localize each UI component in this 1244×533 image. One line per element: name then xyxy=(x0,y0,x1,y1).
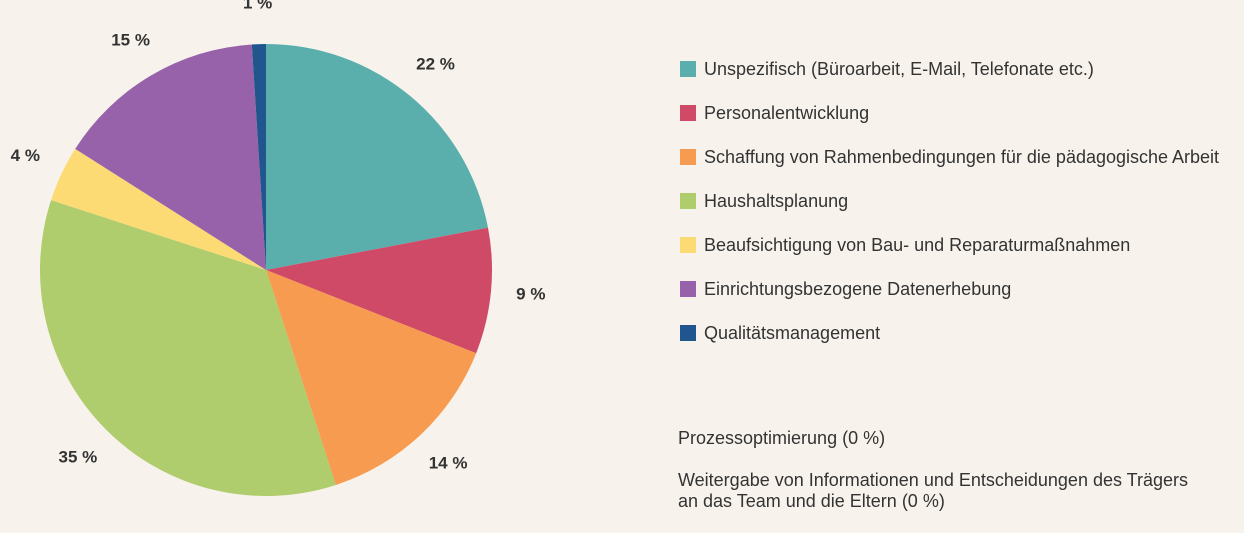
legend-swatch xyxy=(680,61,696,77)
slice-label: 22 % xyxy=(416,55,455,74)
legend-item: Schaffung von Rahmenbedingungen für die … xyxy=(680,146,1230,168)
legend-item: Haushaltsplanung xyxy=(680,190,1230,212)
legend-item: Unspezifisch (Büroarbeit, E-Mail, Telefo… xyxy=(680,58,1230,80)
legend-label: Qualitätsmanagement xyxy=(704,323,881,343)
pie-slice xyxy=(266,44,488,270)
legend-item: Personalentwicklung xyxy=(680,102,1230,124)
legend-label: Beaufsichtigung von Bau- und Reparaturma… xyxy=(704,235,1131,255)
slice-label: 9 % xyxy=(516,285,545,304)
pie-slice xyxy=(51,148,267,270)
pie-slice xyxy=(75,44,267,271)
legend-swatch xyxy=(680,149,696,165)
note: Prozessoptimierung (0 %) xyxy=(678,428,886,448)
slice-label: 15 % xyxy=(111,31,150,50)
legend-swatch xyxy=(680,237,696,253)
legend-swatch xyxy=(680,325,696,341)
legend-swatch xyxy=(680,105,696,121)
legend-label: Schaffung von Rahmenbedingungen für die … xyxy=(704,147,1220,167)
legend-label: Personalentwicklung xyxy=(704,103,870,123)
legend-label: Einrichtungsbezogene Datenerhebung xyxy=(704,279,1012,299)
legend: Unspezifisch (Büroarbeit, E-Mail, Telefo… xyxy=(680,58,1230,366)
legend-swatch xyxy=(680,193,696,209)
pie-slice xyxy=(266,227,493,354)
pie-chart: 22 % 9 % 14 % 35 % 4 % 15 % 1 % xyxy=(11,0,545,496)
pie-slice xyxy=(251,44,266,270)
slice-label: 1 % xyxy=(243,0,272,13)
legend-item: Qualitätsmanagement xyxy=(680,322,1230,344)
legend-label: Unspezifisch (Büroarbeit, E-Mail, Telefo… xyxy=(704,59,1094,79)
legend-item: Einrichtungsbezogene Datenerhebung xyxy=(680,278,1230,300)
legend-item: Beaufsichtigung von Bau- und Reparaturma… xyxy=(680,234,1230,256)
slice-label: 35 % xyxy=(59,448,98,467)
note: Weitergabe von Informationen und Entsche… xyxy=(678,470,1188,511)
notes: Prozessoptimierung (0 %) Weitergabe von I… xyxy=(678,428,1198,533)
pie-slice xyxy=(266,270,477,485)
slice-label: 4 % xyxy=(11,146,40,165)
slice-label: 14 % xyxy=(429,453,468,472)
legend-swatch xyxy=(680,281,696,297)
pie-slice xyxy=(40,200,336,496)
page: 22 % 9 % 14 % 35 % 4 % 15 % 1 % Unspezifisch (… xyxy=(10,0,1230,511)
legend-label: Haushaltsplanung xyxy=(704,191,849,211)
